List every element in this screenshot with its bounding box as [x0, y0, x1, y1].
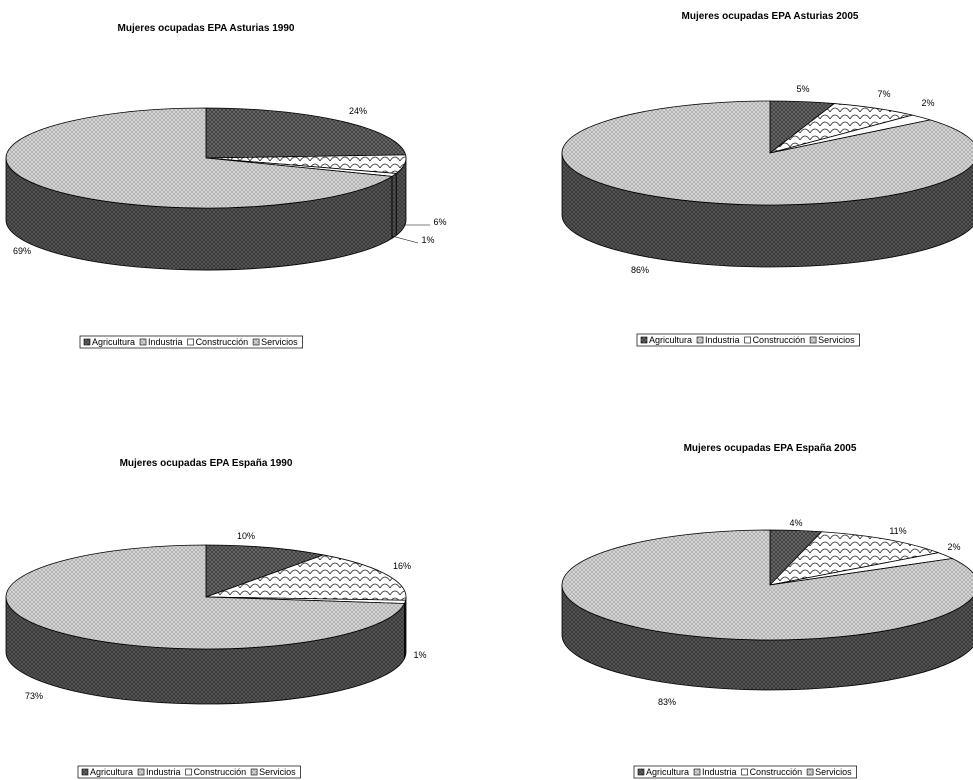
legend-swatch-agricultura — [83, 338, 91, 346]
legend-label-agricultura: Agricultura — [646, 767, 689, 777]
legend-swatch-construccion — [185, 768, 192, 776]
legend-box — [636, 333, 860, 347]
data-label-construccion: 2% — [921, 98, 934, 108]
legend-swatch-construccion — [744, 336, 751, 344]
legend-label-servicios: Servicios — [259, 767, 296, 777]
legend-swatch-agricultura — [81, 768, 89, 776]
legend-swatch-industria — [137, 768, 145, 776]
legend-label-agricultura: Agricultura — [649, 335, 692, 345]
legend-swatch-agricultura — [637, 768, 645, 776]
legend-swatch-industria — [139, 338, 147, 346]
legend-label-construccion: Construcción — [194, 767, 247, 777]
legend-label-industria: Industria — [148, 337, 183, 347]
legend-label-servicios: Servicios — [818, 335, 855, 345]
pie-chart-1: Mujeres ocupadas EPA Asturias 1990 24% 6% 1… — [5, 23, 447, 349]
data-label-industria: 16% — [393, 561, 411, 571]
pie-slice-servicios — [5, 544, 406, 650]
legend-label-construccion: Construcción — [753, 335, 806, 345]
data-label-servicios: 86% — [631, 265, 649, 275]
legend: Agricultura Industria Construcción Servicio… — [77, 765, 301, 779]
legend-label-construccion: Construcción — [750, 767, 803, 777]
pie-slice-servicios — [5, 107, 394, 209]
data-label-industria: 11% — [889, 526, 906, 536]
pie-slice-servicios — [561, 529, 973, 641]
data-label-servicios: 69% — [13, 246, 31, 256]
chart-title: Mujeres ocupadas EPA Asturias 2005 — [682, 11, 859, 22]
pie-slice-servicios — [561, 100, 973, 206]
legend-label-agricultura: Agricultura — [92, 337, 135, 347]
legend-swatch-servicios — [250, 768, 258, 776]
legend-swatch-servicios — [806, 768, 814, 776]
data-label-industria: 6% — [433, 217, 446, 227]
legend-label-agricultura: Agricultura — [90, 767, 133, 777]
pie-slice-industria — [205, 554, 407, 601]
data-label-construccion: 1% — [413, 650, 426, 660]
data-label-agricultura: 24% — [349, 106, 367, 116]
legend: Agricultura Industria Construcción Servicio… — [633, 765, 857, 779]
legend-box — [77, 765, 301, 779]
data-label-industria: 7% — [877, 89, 890, 99]
legend: Agricultura Industria Construcción Servicio… — [636, 333, 860, 347]
legend-swatch-servicios — [252, 338, 260, 346]
data-label-construccion: 2% — [947, 542, 960, 552]
legend-swatch-construccion — [187, 338, 194, 346]
legend-swatch-servicios — [809, 336, 817, 344]
legend-label-servicios: Servicios — [815, 767, 852, 777]
pie-side-construccion — [391, 172, 397, 240]
pie-slice-agricultura — [205, 107, 407, 159]
legend-swatch-agricultura — [640, 336, 648, 344]
pie-chart-2: Mujeres ocupadas EPA Asturias 2005 5% 7% 2%… — [561, 11, 973, 347]
leader-line-construccion — [391, 235, 419, 244]
pie-chart-3: Mujeres ocupadas EPA España 1990 10% 16% 1%… — [5, 458, 427, 779]
legend-label-industria: Industria — [146, 767, 181, 777]
chart-title: Mujeres ocupadas EPA España 2005 — [684, 443, 857, 454]
chart-title: Mujeres ocupadas EPA España 1990 — [120, 458, 293, 469]
legend-swatch-construccion — [741, 768, 748, 776]
legend-box — [633, 765, 857, 779]
data-label-agricultura: 5% — [796, 84, 809, 94]
legend-label-construccion: Construcción — [196, 337, 249, 347]
pie-slice-industria — [768, 531, 940, 586]
data-label-servicios: 73% — [25, 691, 43, 701]
data-label-agricultura: 10% — [237, 531, 255, 541]
legend-swatch-industria — [696, 336, 704, 344]
legend-swatch-industria — [693, 768, 701, 776]
data-label-servicios: 83% — [658, 697, 676, 707]
chart-title: Mujeres ocupadas EPA Asturias 1990 — [118, 23, 295, 34]
pie-chart-4: Mujeres ocupadas EPA España 2005 4% 11% 2% 8… — [561, 443, 973, 779]
legend-label-industria: Industria — [705, 335, 740, 345]
legend-label-servicios: Servicios — [261, 337, 298, 347]
legend-box — [79, 335, 303, 349]
pie-slice-agricultura — [205, 544, 326, 598]
legend-label-industria: Industria — [702, 767, 737, 777]
data-label-construccion: 1% — [421, 235, 434, 245]
legend: Agricultura Industria Construcción Servicio… — [79, 335, 303, 349]
data-label-agricultura: 4% — [789, 518, 802, 528]
